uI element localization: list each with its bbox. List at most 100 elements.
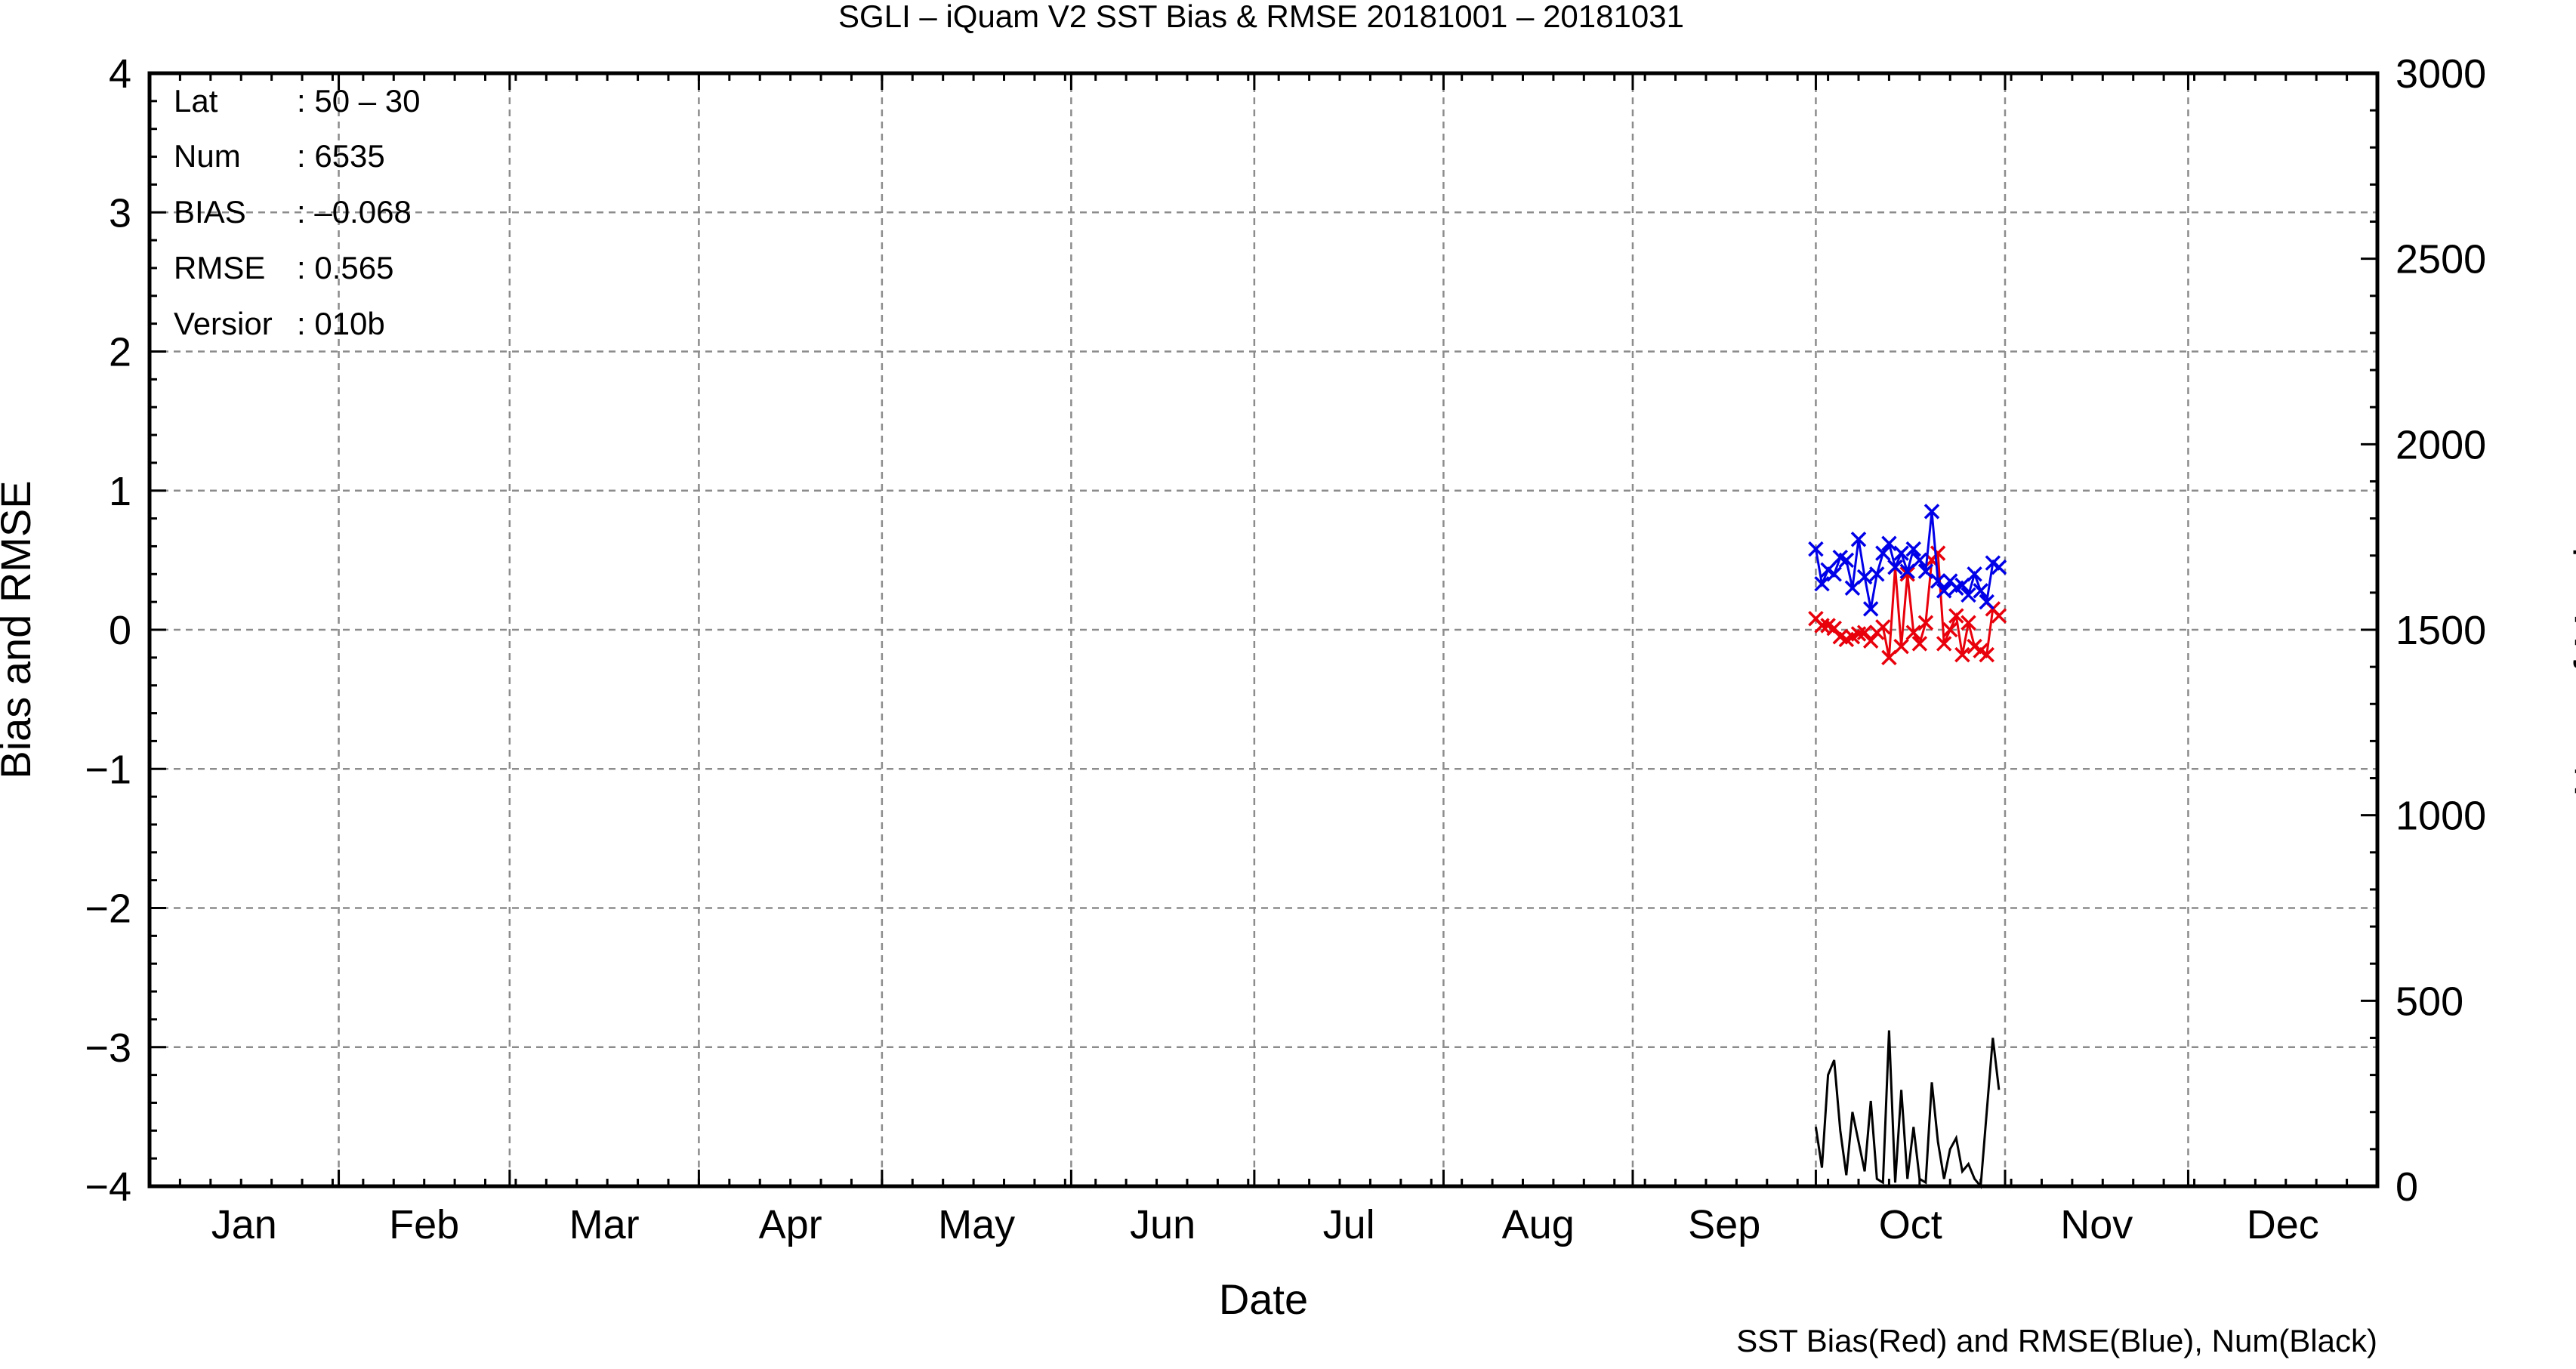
marker-stroke — [1979, 594, 1994, 610]
y-right-tick-label: 0 — [2396, 1164, 2418, 1210]
x-axis-label: Date — [1219, 1275, 1308, 1323]
marker-stroke — [1875, 545, 1891, 561]
rmse-point — [1979, 594, 1994, 610]
rmse-point — [1899, 563, 1915, 579]
y-left-tick-label: 1 — [109, 469, 131, 514]
marker-stroke — [1924, 504, 1940, 520]
x-tick-label: Jan — [211, 1202, 277, 1247]
y-left-tick-label: 2 — [109, 330, 131, 375]
y-right-tick-label: 2500 — [2396, 237, 2486, 282]
y-left-tick-label: −1 — [85, 747, 131, 792]
marker-stroke — [1911, 636, 1928, 652]
marker-stroke — [1936, 583, 1952, 599]
y-right-tick-label: 1500 — [2396, 608, 2486, 653]
y-right-tick-label: 500 — [2396, 979, 2463, 1024]
info-box-label: Versior — [174, 306, 273, 341]
info-box-label: BIAS — [174, 194, 246, 230]
rmse-point — [1856, 569, 1873, 585]
x-tick-label: Nov — [2060, 1202, 2133, 1247]
marker-stroke — [1893, 545, 1909, 561]
bias-point — [1881, 649, 1897, 666]
y-right-tick-label: 3000 — [2396, 51, 2486, 97]
marker-stroke — [1911, 552, 1928, 569]
marker-stroke — [1893, 638, 1909, 655]
x-tick-label: Oct — [1879, 1202, 1942, 1247]
marker-stroke — [1905, 624, 1921, 640]
rmse-point — [1924, 504, 1940, 520]
rmse-point — [1893, 545, 1909, 561]
info-box-value: : 50 – 30 — [297, 83, 420, 119]
rmse-point — [1917, 563, 1934, 579]
marker-stroke — [1814, 575, 1830, 592]
marker-stroke — [1856, 624, 1873, 640]
bias-point — [1948, 608, 1964, 624]
marker-stroke — [1887, 559, 1903, 575]
marker-stroke — [1899, 563, 1915, 579]
marker-stroke — [1869, 566, 1885, 582]
rmse-point — [1850, 532, 1867, 547]
rmse-point — [1961, 587, 1976, 603]
y-left-tick-label: −4 — [85, 1164, 131, 1210]
marker-stroke — [1881, 649, 1897, 666]
rmse-point — [1905, 541, 1921, 557]
bias-point — [1905, 624, 1921, 640]
bias-point — [1826, 620, 1842, 637]
marker-stroke — [1991, 608, 2007, 624]
rmse-point — [1808, 541, 1824, 557]
bias-point — [1961, 615, 1976, 631]
y-left-tick-label: −2 — [85, 886, 131, 932]
marker-stroke — [1967, 638, 1982, 655]
marker-stroke — [1832, 549, 1849, 566]
x-tick-label: Jul — [1323, 1202, 1375, 1247]
marker-stroke — [1954, 577, 1970, 594]
rmse-point — [1930, 573, 1946, 589]
marker-stroke — [1948, 608, 1964, 624]
rmse-point — [1862, 601, 1879, 617]
rmse-point — [1814, 575, 1830, 592]
chart-title: SGLI – iQuam V2 SST Bias & RMSE 20181001… — [838, 0, 1684, 34]
marker-stroke — [1961, 615, 1976, 631]
marker-stroke — [1832, 628, 1849, 645]
bias-point — [1954, 646, 1970, 663]
x-tick-label: May — [938, 1202, 1015, 1247]
marker-stroke — [1826, 566, 1842, 582]
x-tick-label: Apr — [759, 1202, 822, 1247]
y-axis-right-tick-labels: 3000 2500 2000 1500 1000 500 0 — [2396, 51, 2486, 1210]
rmse-point — [1936, 583, 1952, 599]
marker-stroke — [1844, 580, 1861, 596]
marker-stroke — [1826, 620, 1842, 637]
marker-stroke — [1881, 535, 1897, 552]
bias-point — [1856, 624, 1873, 640]
rmse-point — [1911, 552, 1928, 569]
rmse-point — [1887, 559, 1903, 575]
grid-lines — [150, 73, 2377, 1186]
marker-stroke — [1875, 619, 1891, 635]
info-box-value: : 010b — [297, 306, 385, 341]
rmse-point — [1991, 559, 2007, 575]
marker-stroke — [1838, 552, 1855, 569]
rmse-point — [1973, 583, 1988, 599]
marker-stroke — [1917, 563, 1934, 579]
bias-point — [1862, 633, 1879, 649]
marker-stroke — [1973, 643, 1988, 658]
y-left-tick-label: −3 — [85, 1025, 131, 1071]
x-tick-label: Jun — [1130, 1202, 1195, 1247]
marker-stroke — [1930, 573, 1946, 589]
rmse-point — [1875, 545, 1891, 561]
rmse-point — [1881, 535, 1897, 552]
y-axis-right-label: Num of Match–up — [2565, 463, 2576, 797]
info-box-label: Num — [174, 138, 241, 174]
info-box-label: Lat — [174, 83, 218, 119]
y-axis-left-label: Bias and RMSE — [0, 480, 39, 779]
marker-stroke — [1820, 562, 1836, 578]
bias-point — [1917, 615, 1934, 631]
marker-stroke — [1942, 621, 1958, 638]
marker-stroke — [1814, 618, 1830, 634]
rmse-point — [1967, 566, 1982, 582]
y-left-tick-label: 0 — [109, 608, 131, 653]
num-line — [1814, 1030, 2001, 1189]
marker-stroke — [1856, 569, 1873, 585]
y-left-tick-label: 4 — [109, 51, 131, 97]
info-box-value: : 6535 — [297, 138, 385, 174]
marker-stroke — [1808, 541, 1824, 557]
